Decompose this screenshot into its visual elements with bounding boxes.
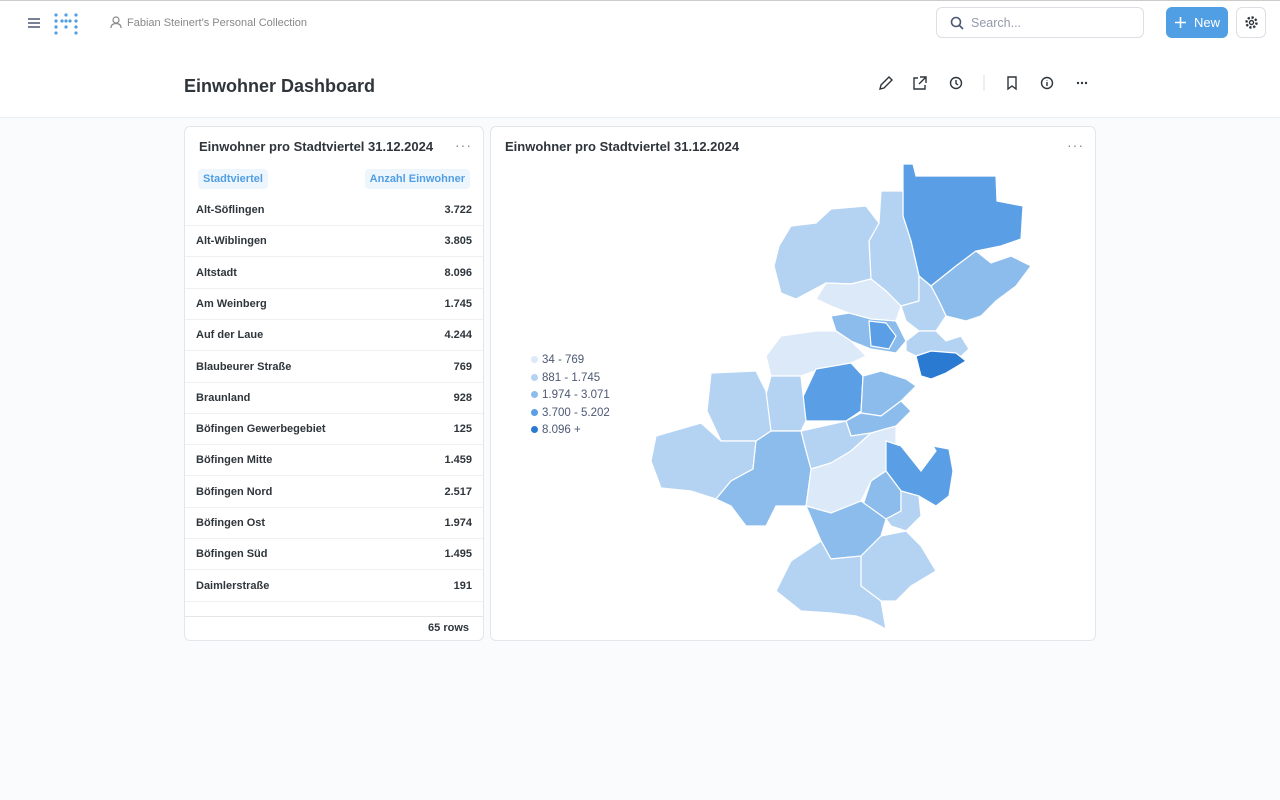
- district-name: Auf der Laue: [196, 329, 264, 342]
- plus-icon: [1175, 17, 1186, 28]
- info-icon[interactable]: [1040, 76, 1054, 90]
- card-menu[interactable]: ···: [1067, 137, 1084, 153]
- card-menu[interactable]: ···: [455, 137, 472, 153]
- legend-dot: [531, 426, 538, 433]
- more-icon[interactable]: [1076, 81, 1088, 85]
- population: 191: [453, 579, 472, 592]
- population: 125: [453, 423, 472, 436]
- person-icon: [110, 16, 122, 29]
- population: 3.805: [444, 235, 472, 248]
- population: 3.722: [444, 204, 472, 216]
- district: [706, 370, 772, 442]
- table-row: Böfingen Ost 1.974: [185, 507, 483, 539]
- district: [868, 320, 897, 350]
- table-row: Am Weinberg 1.745: [185, 288, 483, 320]
- legend-label: 1.974 - 3.071: [542, 389, 610, 401]
- district-name: Böfingen Ost: [196, 517, 266, 529]
- legend-item: 8.096 +: [531, 424, 581, 436]
- district: [715, 430, 812, 527]
- legend-dot: [531, 391, 538, 398]
- district-name: Blaubeurer Straße: [196, 360, 292, 373]
- search-box[interactable]: Search...: [936, 7, 1144, 38]
- legend-label: 34 - 769: [542, 354, 585, 366]
- population: 928: [453, 391, 472, 404]
- legend-item: 881 - 1.745: [531, 372, 600, 384]
- legend-item: 34 - 769: [531, 354, 584, 366]
- table-row: Böfingen Mitte 1.459: [185, 444, 483, 477]
- row-count: 65 rows: [428, 622, 469, 634]
- logo[interactable]: [53, 11, 79, 37]
- population: 769: [453, 360, 472, 373]
- column-header[interactable]: Anzahl Einwohner: [364, 169, 470, 189]
- edit-icon[interactable]: [879, 76, 893, 90]
- district: [915, 350, 968, 380]
- table-row: Auf der Laue 4.244: [185, 319, 483, 352]
- settings-button[interactable]: [1236, 7, 1266, 38]
- legend-item: 1.974 - 3.071: [531, 389, 610, 401]
- card-title: Einwohner pro Stadtviertel 31.12.2024: [505, 139, 740, 154]
- search-placeholder: Search...: [971, 16, 1022, 30]
- table-row: Alt-Wiblingen 3.805: [185, 225, 483, 258]
- district-name: Böfingen Mitte: [196, 454, 273, 467]
- legend-label: 3.700 - 5.202: [542, 406, 610, 419]
- table-row: Braunland 928: [185, 382, 483, 414]
- district-name: Am Weinberg: [196, 297, 267, 310]
- map: [650, 163, 1032, 631]
- table-row: Altstadt 8.096: [185, 257, 483, 289]
- header: Fabian Steinert's Personal Collection Se…: [0, 0, 1280, 118]
- card-title: Einwohner pro Stadtviertel 31.12.2024: [199, 139, 434, 154]
- population: 1.495: [444, 548, 472, 561]
- dashboard-actions: [879, 75, 1088, 91]
- dashboard-title: Einwohner Dashboard: [184, 76, 376, 96]
- population: 2.517: [444, 485, 472, 498]
- legend-label: 8.096 +: [542, 424, 581, 436]
- district: [805, 425, 897, 514]
- table-row: Böfingen Süd 1.495: [185, 538, 483, 571]
- legend-dot: [531, 356, 538, 363]
- share-icon[interactable]: [913, 76, 927, 90]
- district-name: Daimlerstraße: [196, 579, 270, 592]
- table-row: Böfingen Gewerbegebiet 125: [185, 413, 483, 446]
- district-name: Alt-Wiblingen: [196, 235, 267, 248]
- district-name: Alt-Söflingen: [196, 204, 265, 216]
- district-name: Altstadt: [196, 266, 237, 279]
- population: 4.244: [444, 329, 472, 342]
- table-footer: [185, 616, 483, 617]
- district-name: Braunland: [196, 391, 251, 404]
- table-card: Einwohner pro Stadtviertel 31.12.2024 ··…: [184, 126, 484, 641]
- legend-dot: [531, 373, 538, 381]
- table-body: Alt-Söflingen 3.722 Alt-Wiblingen 3.805 Alts…: [185, 194, 483, 616]
- table-row: Blaubeurer Straße 769: [185, 351, 483, 383]
- table-row: Daimlerstraße 191: [185, 570, 483, 602]
- district: [885, 490, 922, 532]
- table-row: Böfingen Nord 2.517: [185, 476, 483, 508]
- gear-icon: [1245, 16, 1258, 29]
- legend-item: 3.700 - 5.202: [531, 407, 610, 419]
- population: 8.096: [444, 266, 472, 279]
- population: 1.745: [444, 297, 472, 310]
- bookmark-icon[interactable]: [1007, 76, 1017, 91]
- district-name: Böfingen Süd: [196, 548, 268, 561]
- population: 1.459: [444, 454, 472, 467]
- menu-icon[interactable]: [28, 17, 40, 29]
- map-card: Einwohner pro Stadtviertel 31.12.2024 ··…: [490, 126, 1096, 641]
- district-name: Böfingen Gewerbegebiet: [196, 423, 326, 436]
- district-name: Böfingen Nord: [196, 485, 273, 498]
- district: [775, 540, 887, 631]
- new-button[interactable]: New: [1166, 7, 1228, 38]
- population: 1.974: [444, 517, 472, 529]
- collection-link[interactable]: Fabian Steinert's Personal Collection: [127, 17, 308, 29]
- table-row: Alt-Söflingen 3.722: [185, 194, 483, 226]
- legend-label: 881 - 1.745: [542, 371, 601, 384]
- search-icon: [950, 16, 964, 30]
- history-icon[interactable]: [949, 76, 963, 90]
- new-label: New: [1194, 15, 1221, 30]
- legend-dot: [531, 408, 538, 416]
- column-header[interactable]: Stadtviertel: [198, 169, 268, 189]
